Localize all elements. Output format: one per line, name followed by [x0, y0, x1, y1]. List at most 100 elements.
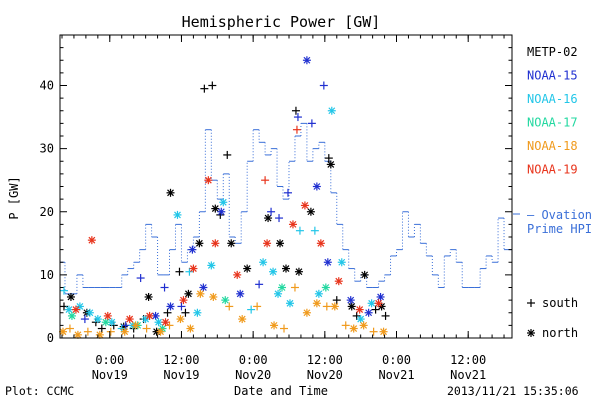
north-point-metp-02	[360, 270, 369, 279]
north-point-noaa-18	[186, 324, 195, 333]
north-point-noaa-16	[107, 318, 116, 327]
x-tick-date-label: Nov20	[307, 368, 343, 382]
south-point-noaa-18	[225, 302, 234, 311]
north-point-noaa-16	[193, 308, 202, 317]
axes-layer: 0102030400:00Nov1912:00Nov190:00Nov2012:…	[40, 34, 513, 382]
legend-noaa-16: NOAA-16	[527, 92, 578, 106]
south-point-noaa-18	[341, 321, 350, 330]
legend-ovation-line1: – Ovation	[527, 208, 592, 222]
south-point-noaa-15	[293, 113, 302, 122]
legend-symbol-south	[527, 299, 535, 307]
south-point-noaa-18	[253, 302, 262, 311]
north-point-metp-02	[276, 239, 285, 248]
north-point-noaa-19	[125, 315, 134, 324]
north-point-noaa-19	[179, 296, 188, 305]
north-point-noaa-15	[166, 302, 175, 311]
y-tick-label: 40	[40, 79, 54, 93]
south-point-noaa-15	[177, 302, 186, 311]
legend-south-label: south	[542, 296, 578, 310]
north-point-noaa-16	[173, 210, 182, 219]
north-point-noaa-18	[156, 327, 165, 336]
north-point-noaa-18	[349, 324, 358, 333]
south-point-noaa-18	[142, 324, 151, 333]
north-point-metp-02	[184, 289, 193, 298]
legend-north-label: north	[542, 326, 578, 340]
south-point-noaa-16	[247, 305, 256, 314]
south-point-metp-02	[324, 154, 333, 163]
south-point-metp-02	[208, 81, 217, 90]
south-point-noaa-15	[160, 283, 169, 292]
north-point-noaa-19	[161, 318, 170, 327]
north-point-metp-02	[282, 264, 290, 273]
x-tick-date-label: Nov20	[235, 368, 271, 382]
north-point-noaa-18	[270, 321, 279, 330]
north-point-noaa-18	[196, 289, 205, 298]
north-point-noaa-15	[188, 245, 197, 254]
north-point-noaa-18	[131, 321, 140, 330]
south-point-metp-02	[200, 84, 209, 93]
north-point-noaa-15	[302, 56, 311, 65]
north-point-noaa-15	[364, 308, 373, 317]
plot-timestamp: 2013/11/21 15:35:06	[447, 384, 579, 398]
north-point-metp-02	[66, 292, 75, 301]
north-point-metp-02	[294, 267, 303, 276]
north-point-noaa-16	[337, 258, 346, 267]
north-point-noaa-15	[323, 258, 332, 267]
north-point-noaa-18	[359, 321, 368, 330]
south-point-noaa-18	[369, 327, 378, 336]
legend-noaa-19: NOAA-19	[527, 163, 578, 177]
north-point-metp-02	[195, 239, 204, 248]
north-point-noaa-18	[312, 299, 321, 308]
legend-noaa-18: NOAA-18	[527, 139, 578, 153]
plot-frame	[59, 34, 513, 339]
south-point-metp-02	[332, 296, 341, 305]
south-point-metp-02	[175, 267, 184, 276]
north-point-noaa-19	[103, 311, 112, 320]
x-tick-time-label: 0:00	[95, 353, 124, 367]
south-point-noaa-16	[59, 286, 68, 295]
north-point-noaa-18	[209, 292, 218, 301]
y-tick-label: 20	[40, 205, 54, 219]
north-point-noaa-16	[207, 261, 216, 270]
north-point-noaa-15	[217, 207, 226, 216]
south-point-noaa-15	[136, 274, 145, 283]
x-tick-date-label: Nov19	[163, 368, 199, 382]
north-point-noaa-16	[367, 299, 376, 308]
north-point-metp-02	[306, 207, 315, 216]
north-point-noaa-16	[93, 315, 102, 324]
x-tick-time-label: 0:00	[382, 353, 411, 367]
north-point-noaa-19	[316, 239, 325, 248]
south-point-noaa-19	[292, 125, 301, 134]
north-point-noaa-18	[330, 302, 339, 311]
north-point-noaa-17	[221, 296, 230, 305]
x-tick-date-label: Nov21	[450, 368, 486, 382]
x-tick-time-label: 12:00	[307, 353, 343, 367]
north-point-noaa-16	[64, 305, 73, 314]
north-point-noaa-18	[302, 308, 311, 317]
north-point-noaa-18	[176, 315, 185, 324]
north-point-noaa-17	[67, 311, 76, 320]
north-point-noaa-19	[334, 277, 343, 286]
south-point-metp-02	[163, 308, 172, 317]
south-point-noaa-18	[106, 327, 115, 336]
y-tick-label: 10	[40, 268, 54, 282]
north-point-metp-02	[211, 204, 220, 213]
north-point-noaa-19	[189, 264, 198, 273]
north-point-noaa-17	[321, 283, 330, 292]
north-point-noaa-19	[211, 239, 220, 248]
south-point-metp-02	[223, 150, 232, 159]
y-tick-label: 30	[40, 142, 54, 156]
north-point-noaa-16	[314, 289, 323, 298]
south-point-noaa-15	[275, 214, 284, 223]
north-point-noaa-16	[269, 267, 278, 276]
legend-ovation-line2: Prime HPI	[527, 222, 592, 236]
north-point-noaa-15	[346, 296, 355, 305]
x-tick-time-label: 12:00	[450, 353, 486, 367]
south-point-noaa-18	[280, 324, 289, 333]
north-point-noaa-19	[355, 305, 364, 314]
x-tick-time-label: 0:00	[239, 353, 268, 367]
south-point-metp-02	[371, 305, 380, 314]
north-point-noaa-19	[145, 311, 154, 320]
north-point-noaa-19	[87, 236, 96, 245]
